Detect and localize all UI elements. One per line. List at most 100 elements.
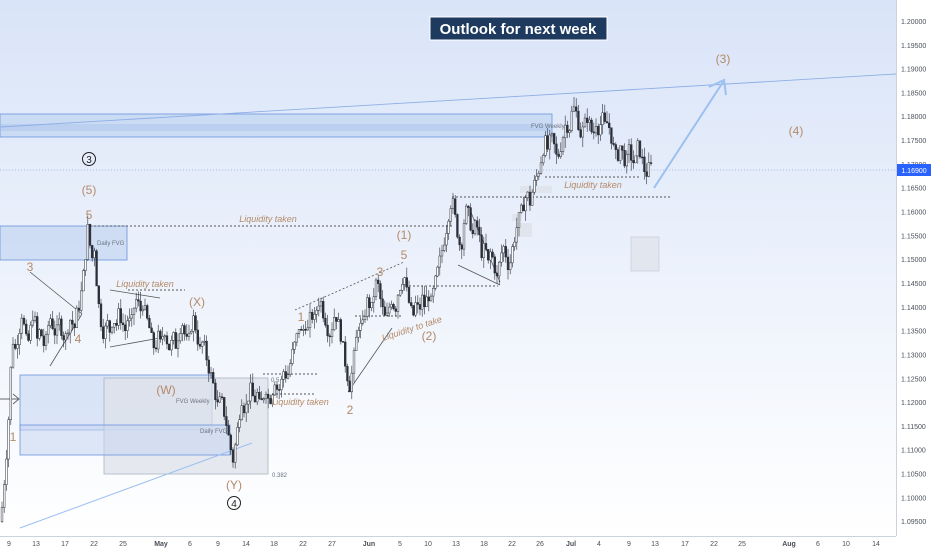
candle-body bbox=[528, 191, 532, 206]
candle-body bbox=[388, 306, 391, 314]
candle-body bbox=[649, 162, 653, 164]
candle-body bbox=[502, 246, 505, 254]
label-liquidity-taken-3: Liquidity taken bbox=[271, 397, 329, 407]
candle-body bbox=[627, 144, 631, 155]
candle-body bbox=[440, 250, 444, 257]
title-background bbox=[429, 16, 608, 41]
candle-body bbox=[304, 329, 307, 331]
candle-body bbox=[271, 394, 274, 404]
candle-body bbox=[443, 244, 446, 251]
candle-body bbox=[5, 458, 8, 485]
candle-body bbox=[159, 330, 162, 340]
candle-body bbox=[55, 324, 59, 336]
x-tick-label: 13 bbox=[452, 541, 460, 548]
x-tick-label: 6 bbox=[188, 541, 192, 548]
label-wave-2: 2 bbox=[347, 403, 354, 417]
candle-body bbox=[359, 322, 362, 331]
flag-lower bbox=[457, 264, 501, 286]
candle-body bbox=[20, 317, 23, 334]
y-tick-label: 1.15000 bbox=[901, 257, 926, 264]
y-tick-label: 1.11500 bbox=[901, 424, 926, 431]
candle-body bbox=[379, 283, 382, 300]
candle-body bbox=[119, 308, 122, 324]
candle-body bbox=[128, 317, 131, 322]
y-tick-label: 1.10000 bbox=[901, 495, 926, 502]
y-axis: 1.20000 1.19500 1.19000 1.18500 1.18000 1.175… bbox=[901, 19, 926, 526]
label-liquidity-taken-4: Liquidity taken bbox=[564, 180, 622, 190]
candle-body bbox=[42, 335, 45, 346]
candle-body bbox=[269, 398, 272, 404]
candle-body bbox=[445, 233, 448, 246]
candle-body bbox=[434, 275, 437, 289]
candle-body bbox=[341, 341, 345, 343]
candle-body bbox=[25, 323, 28, 335]
label-fvg-weekly-top: FVG Weekly bbox=[531, 124, 565, 130]
candle-body bbox=[337, 319, 340, 322]
candle-body bbox=[44, 334, 48, 346]
candle-body bbox=[104, 325, 107, 339]
candle-body bbox=[295, 333, 298, 343]
label-1-left: 1 bbox=[10, 430, 17, 444]
candle-body bbox=[410, 302, 413, 306]
candle-body bbox=[14, 343, 17, 349]
circle-labels: 3 4 bbox=[82, 152, 241, 510]
candle-body bbox=[638, 140, 642, 158]
candle-body bbox=[258, 392, 261, 399]
candle-body bbox=[22, 317, 26, 325]
lines-layer bbox=[0, 73, 897, 529]
y-tick-label: 1.17500 bbox=[901, 138, 926, 145]
candle-body bbox=[225, 416, 228, 426]
candle-body bbox=[643, 156, 646, 173]
annotations-grey: FVG Weekly FVG Weekly Daily FVG Daily FV… bbox=[97, 124, 565, 479]
label-3-top: (3) bbox=[716, 52, 731, 66]
x-tick-label: 17 bbox=[61, 541, 69, 548]
candle-body bbox=[498, 261, 501, 277]
x-tick-label: Jun bbox=[363, 541, 375, 548]
candle-body bbox=[546, 135, 549, 150]
candle-body bbox=[264, 393, 268, 399]
candle-body bbox=[201, 341, 204, 347]
candle-body bbox=[86, 224, 89, 260]
candle-body bbox=[335, 317, 338, 322]
candle-body bbox=[300, 328, 303, 331]
candle-body bbox=[203, 340, 206, 343]
candle-body bbox=[405, 277, 408, 288]
circle-3-ring bbox=[82, 152, 96, 166]
candle-body bbox=[621, 145, 624, 151]
candle-body bbox=[539, 162, 543, 174]
triangle-lower bbox=[109, 337, 161, 348]
candle-body bbox=[157, 330, 160, 350]
y-tick-label: 1.20000 bbox=[901, 19, 926, 26]
candle-body bbox=[425, 296, 428, 308]
candle-body bbox=[414, 302, 417, 316]
candle-body bbox=[18, 333, 21, 346]
small-zone-1 bbox=[517, 223, 532, 237]
candle-body bbox=[482, 243, 485, 258]
candle-body bbox=[27, 333, 30, 341]
candle-body bbox=[249, 382, 252, 402]
candle-body bbox=[289, 363, 292, 375]
candle-body bbox=[462, 223, 466, 250]
x-tick-label: 13 bbox=[32, 541, 40, 548]
x-tick-label: 10 bbox=[424, 541, 432, 548]
candle-body bbox=[416, 302, 419, 305]
candle-body bbox=[297, 328, 301, 334]
candle-body bbox=[187, 332, 191, 337]
candle-body bbox=[608, 122, 611, 128]
candle-body bbox=[31, 319, 34, 326]
small-zone-3 bbox=[512, 214, 522, 221]
candle-body bbox=[313, 314, 316, 320]
candle-body bbox=[126, 320, 129, 331]
y-tick-label: 1.15500 bbox=[901, 233, 926, 240]
candle-body bbox=[196, 329, 199, 345]
projection-arrow-line bbox=[653, 81, 724, 189]
x-tick-label: 18 bbox=[270, 541, 278, 548]
candle-body bbox=[568, 130, 571, 133]
candle-body bbox=[511, 246, 514, 264]
candle-body bbox=[282, 371, 285, 380]
projection-arrow-head bbox=[708, 78, 727, 96]
candle-body bbox=[493, 256, 496, 274]
chart-title: Outlook for next week bbox=[440, 21, 597, 38]
